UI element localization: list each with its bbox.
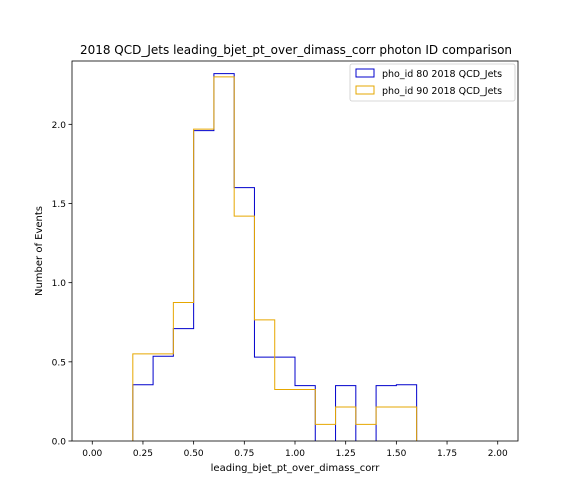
legend: pho_id 80 2018 QCD_Jets pho_id 90 2018 Q… xyxy=(350,64,515,101)
x-tick-label: 1.25 xyxy=(336,449,356,459)
y-tick-label: 1.0 xyxy=(52,279,67,289)
y-axis-ticks: 0.0 0.5 1.0 1.5 2.0 xyxy=(52,121,72,448)
x-axis-label: leading_bjet_pt_over_dimass_corr xyxy=(211,463,381,474)
legend-label: pho_id 90 2018 QCD_Jets xyxy=(382,86,502,97)
y-tick-label: 1.5 xyxy=(52,200,66,210)
x-tick-label: 1.50 xyxy=(386,449,406,459)
chart-title: 2018 QCD_Jets leading_bjet_pt_over_dimas… xyxy=(80,43,512,57)
x-tick-label: 0.75 xyxy=(234,449,254,459)
x-tick-label: 1.00 xyxy=(285,449,305,459)
legend-label: pho_id 80 2018 QCD_Jets xyxy=(382,69,502,80)
y-axis-label: Number of Events xyxy=(34,206,45,296)
plot-area xyxy=(72,61,518,441)
x-tick-label: 0.50 xyxy=(184,449,204,459)
x-tick-label: 0.25 xyxy=(133,449,153,459)
y-tick-label: 0.0 xyxy=(52,438,67,448)
y-tick-label: 0.5 xyxy=(52,358,66,368)
x-tick-label: 2.00 xyxy=(488,449,508,459)
x-tick-label: 1.75 xyxy=(437,449,457,459)
y-tick-label: 2.0 xyxy=(52,121,67,131)
x-axis-ticks: 0.00 0.25 0.50 0.75 1.00 1.25 1.50 1.75 2.00 xyxy=(82,441,508,459)
x-tick-label: 0.00 xyxy=(82,449,102,459)
